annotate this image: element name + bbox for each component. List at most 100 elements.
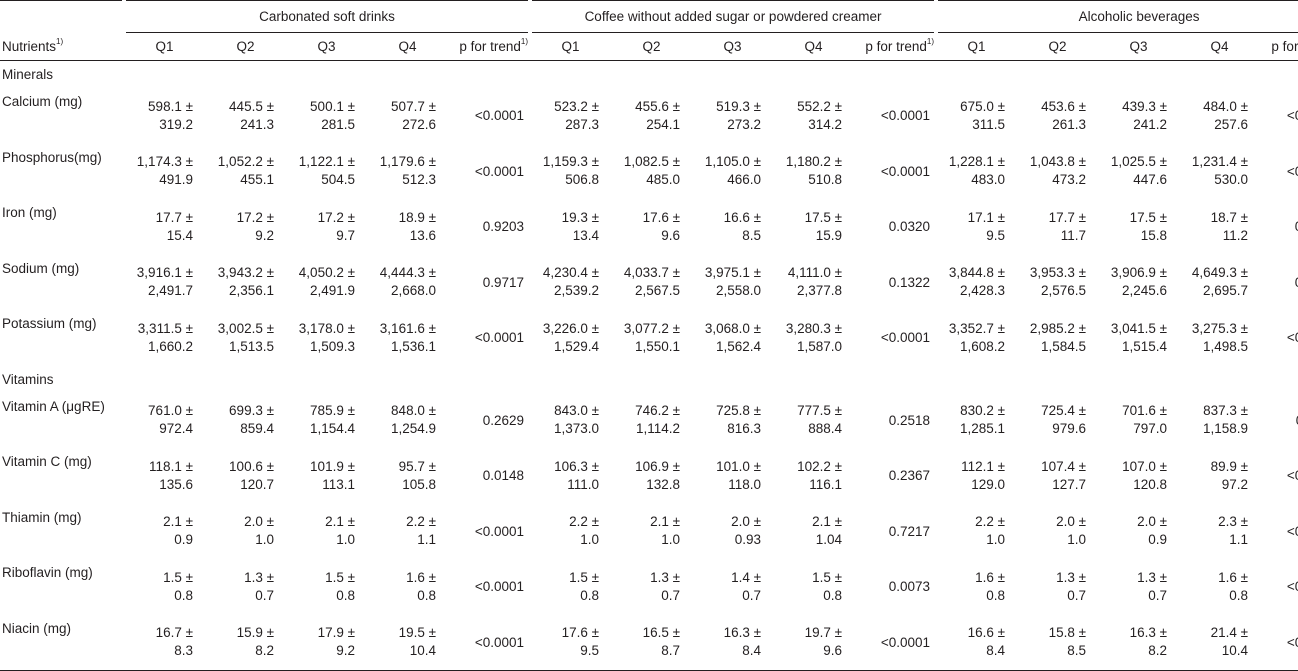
value-cell: 3,161.6 ± 1,536.1 [367, 310, 448, 366]
sd-value: 491.9 [159, 172, 193, 188]
nutrient-label: Calcium (mg) [2, 94, 83, 109]
sd-value: 9.5 [580, 643, 600, 659]
mean-value: 2.1 ± [163, 514, 193, 530]
sd-value: 273.2 [727, 116, 762, 132]
sd-value: 1,587.0 [796, 338, 843, 354]
sd-value: 311.5 [972, 116, 1006, 132]
mean-value: 725.4 ± [1041, 403, 1087, 419]
value-cell: 500.1 ± 281.5 [286, 88, 367, 144]
mean-value: 699.3 ± [229, 403, 274, 419]
sd-value: 2,356.1 [228, 283, 274, 299]
sd-value: 8.4 [986, 643, 1006, 659]
mean-value: 4,444.3 ± [379, 265, 436, 281]
mean-value: 1,025.5 ± [1110, 154, 1168, 170]
value-cell: 2.0 ± 1.0 [1017, 504, 1098, 560]
sd-value: 2,558.0 [715, 283, 762, 299]
sd-value: 512.3 [402, 172, 436, 188]
mean-value: 848.0 ± [391, 403, 436, 419]
value-cell: 4,050.2 ± 2,491.9 [286, 255, 367, 311]
value-cell: 17.7 ± 15.4 [124, 199, 205, 255]
value-cell: 4,111.0 ± 2,377.8 [773, 255, 854, 311]
p-value-cell: <0.0001 [1286, 108, 1298, 124]
sd-value: 1,515.4 [1121, 338, 1168, 354]
p-value-cell: <0.0001 [1286, 523, 1298, 539]
nutrient-label: Sodium (mg) [2, 260, 80, 276]
quartile-header: Q2 [1017, 32, 1099, 61]
sd-value: 0.8 [823, 587, 843, 603]
nutrient-label: Vitamin A (μgRE) [2, 398, 105, 414]
value-cell: 3,844.8 ± 2,428.3 [936, 255, 1017, 311]
sd-value: 105.8 [402, 476, 436, 492]
value-cell: 1,179.6 ± 512.3 [367, 144, 448, 200]
sd-value: 530.0 [1214, 172, 1249, 188]
mean-value: 2.0 ± [1137, 514, 1168, 530]
value-cell: 3,226.0 ± 1,529.4 [530, 310, 611, 366]
sd-value: 257.6 [1214, 116, 1249, 132]
value-cell: 21.4 ± 10.4 [1179, 614, 1261, 671]
mean-value: 17.7 ± [1048, 209, 1087, 225]
mean-value: 1.3 ± [650, 569, 681, 585]
value-cell: 2.1 ± 1.0 [286, 504, 367, 560]
sd-value: 9.6 [823, 643, 843, 659]
p-value-cell: 0.0767 [1260, 255, 1298, 311]
value-cell: 1.3 ± 0.7 [611, 559, 692, 615]
mean-value: 3,311.5 ± [137, 320, 193, 336]
mean-value: 3,041.5 ± [1110, 320, 1168, 336]
sd-value: 129.0 [971, 476, 1006, 492]
p-value-cell: 0.0073 [888, 579, 931, 595]
mean-value: 3,275.3 ± [1191, 320, 1249, 336]
sd-value: 0.93 [734, 532, 762, 548]
value-cell: 1.5 ± 0.8 [530, 559, 611, 615]
mean-value: 16.5 ± [642, 625, 681, 641]
sd-value: 506.8 [565, 172, 600, 188]
value-cell: 118.1 ± 135.6 [124, 448, 205, 504]
value-cell: 1.4 ± 0.7 [692, 559, 773, 615]
sd-value: 447.6 [1133, 172, 1168, 188]
mean-value: 1.3 ± [1056, 569, 1087, 585]
sd-value: 2,428.3 [959, 283, 1006, 299]
sd-value: 0.7 [255, 587, 274, 603]
sd-value: 0.8 [986, 587, 1006, 603]
value-cell: 1,082.5 ± 485.0 [611, 144, 692, 200]
mean-value: 102.2 ± [797, 458, 843, 474]
p-value-cell: <0.0001 [1286, 330, 1298, 346]
sd-value: 1,285.1 [959, 421, 1006, 437]
p-value-cell: <0.0001 [880, 163, 931, 179]
sd-value: 1.0 [1067, 532, 1087, 548]
p-value-cell: 0.9203 [482, 219, 525, 235]
mean-value: 523.2 ± [554, 98, 600, 114]
mean-value: 1.6 ± [975, 569, 1006, 585]
mean-value: 785.9 ± [310, 403, 355, 419]
mean-value: 15.8 ± [1048, 625, 1087, 641]
value-cell: 1,052.2 ± 455.1 [205, 144, 286, 200]
mean-value: 18.9 ± [398, 209, 436, 225]
sd-value: 504.5 [321, 172, 355, 188]
sd-value: 0.9 [174, 532, 193, 548]
quartile-header: Q2 [611, 32, 693, 61]
sd-value: 1,562.4 [715, 338, 762, 354]
value-cell: 89.9 ± 97.2 [1179, 448, 1260, 504]
sd-value: 473.2 [1052, 172, 1087, 188]
value-cell: 17.9 ± 9.2 [286, 614, 367, 671]
table-row: Potassium (mg) 3,311.5 ± 1,660.2 3,002.5 ± 1… [0, 310, 1298, 366]
mean-value: 89.9 ± [1210, 458, 1249, 474]
p-value-cell: 0.2629 [482, 412, 525, 428]
p-value-cell: <0.0001 [474, 330, 525, 346]
value-cell: 17.2 ± 9.2 [205, 199, 286, 255]
sd-value: 888.4 [808, 421, 843, 437]
mean-value: 675.0 ± [960, 98, 1006, 114]
value-cell: 1.5 ± 0.8 [124, 559, 205, 615]
p-value-cell: <0.0001 [1260, 614, 1298, 671]
value-cell: 848.0 ± 1,254.9 [367, 393, 448, 449]
table-row: Vitamin C (mg) 118.1 ±135.6 100.6 ±120.7 10… [0, 448, 1298, 504]
mean-value: 1,052.2 ± [217, 154, 274, 170]
mean-value: 2.1 ± [812, 514, 843, 530]
mean-value: 3,280.3 ± [785, 320, 843, 336]
sd-value: 8.5 [1067, 643, 1087, 659]
value-cell: 507.7 ± 272.6 [367, 88, 448, 144]
value-cell: 3,953.3 ± 2,576.5 [1017, 255, 1098, 311]
sd-value: 2,695.7 [1202, 283, 1249, 299]
sd-value: 13.6 [409, 227, 436, 243]
value-cell: 101.9 ± 113.1 [286, 448, 367, 504]
mean-value: 2.1 ± [650, 514, 681, 530]
